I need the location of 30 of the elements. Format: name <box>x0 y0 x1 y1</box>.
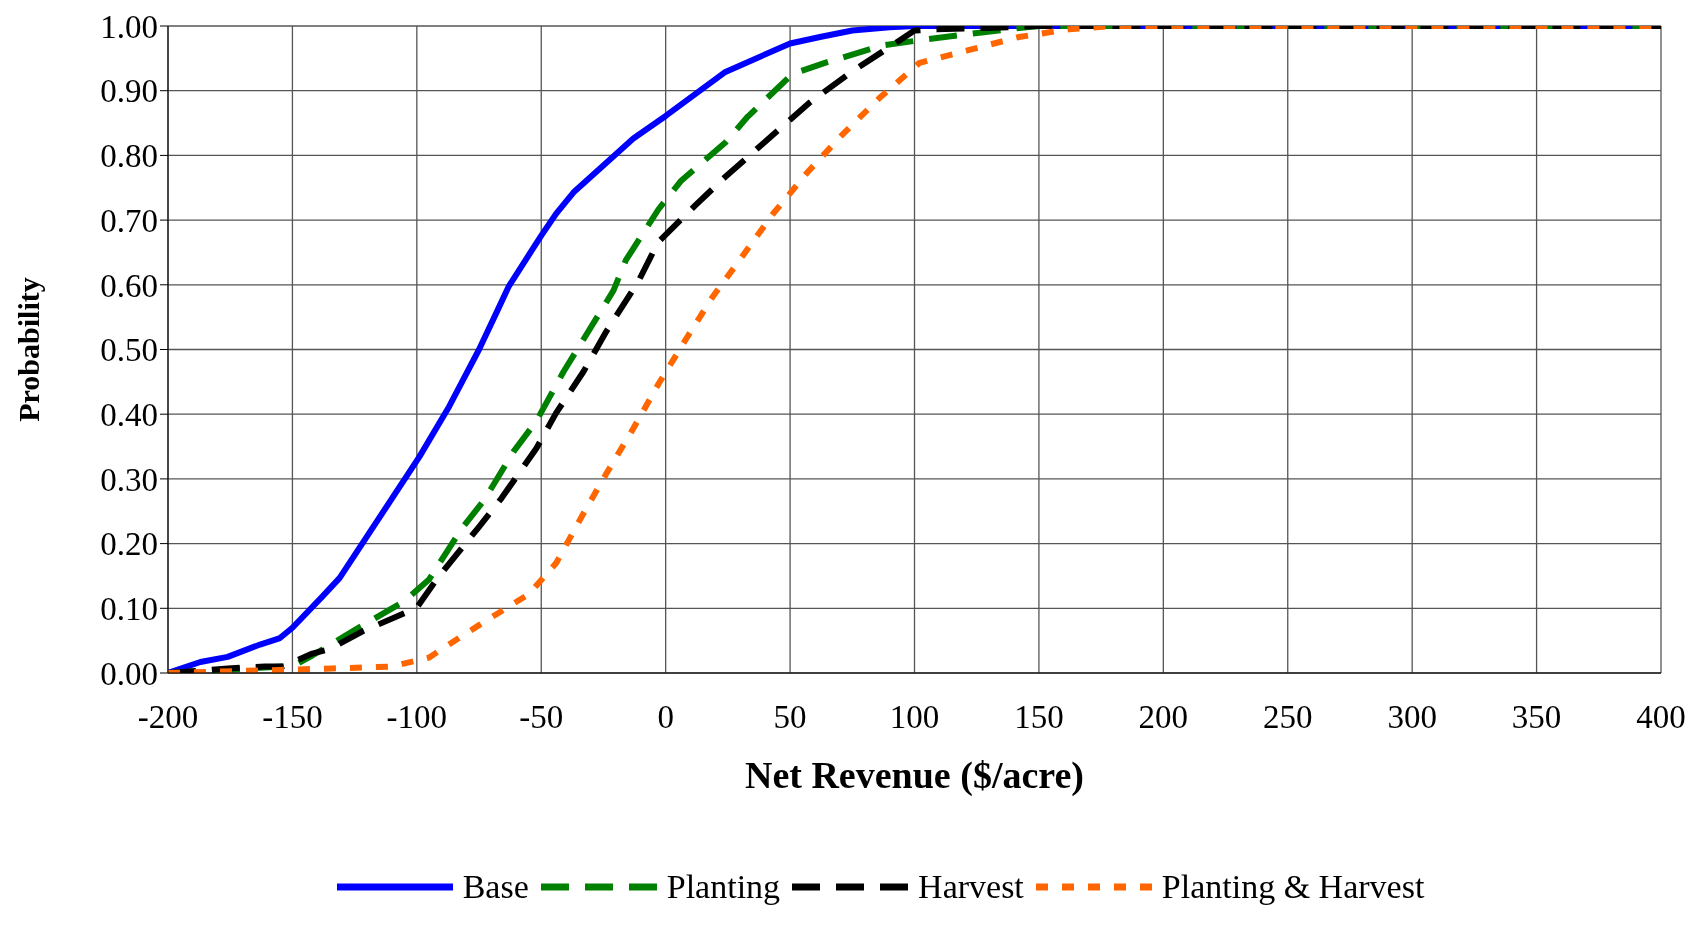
y-tick-label: 0.50 <box>100 332 158 369</box>
y-tick-label: 0.90 <box>100 73 158 110</box>
y-tick-label: 0.20 <box>100 526 158 563</box>
x-tick-label: 150 <box>1014 699 1064 736</box>
legend-label: Planting <box>666 868 781 906</box>
legend-label: Planting & Harvest <box>1161 868 1425 906</box>
x-tick-label: -200 <box>137 699 199 736</box>
x-tick-label: 350 <box>1511 699 1562 736</box>
legend-label: Base <box>462 868 529 906</box>
x-tick-label: -50 <box>519 699 564 736</box>
x-axis-title: Net Revenue ($/acre) <box>744 754 1085 797</box>
x-tick-label: -150 <box>262 699 323 736</box>
x-tick-label: 100 <box>889 699 940 736</box>
y-tick-label: 0.30 <box>100 461 158 498</box>
y-tick-label: 1.00 <box>100 8 158 45</box>
x-tick-label: 0 <box>657 699 674 736</box>
y-tick-label: 0.00 <box>100 655 158 692</box>
y-tick-label: 0.80 <box>100 138 158 175</box>
y-tick-label: 0.60 <box>100 267 158 304</box>
x-tick-label: 300 <box>1387 699 1437 736</box>
x-tick-label: -100 <box>386 699 448 736</box>
x-tick-label: 250 <box>1263 699 1313 736</box>
legend-label: Harvest <box>918 868 1024 906</box>
x-tick-label: 200 <box>1138 699 1189 736</box>
y-tick-label: 0.70 <box>100 202 158 239</box>
y-axis-title: Probability <box>11 277 45 422</box>
x-tick-label: 50 <box>773 699 807 736</box>
x-tick-label: 400 <box>1636 699 1686 736</box>
y-tick-label: 0.10 <box>100 591 158 628</box>
y-tick-label: 0.40 <box>100 396 158 433</box>
